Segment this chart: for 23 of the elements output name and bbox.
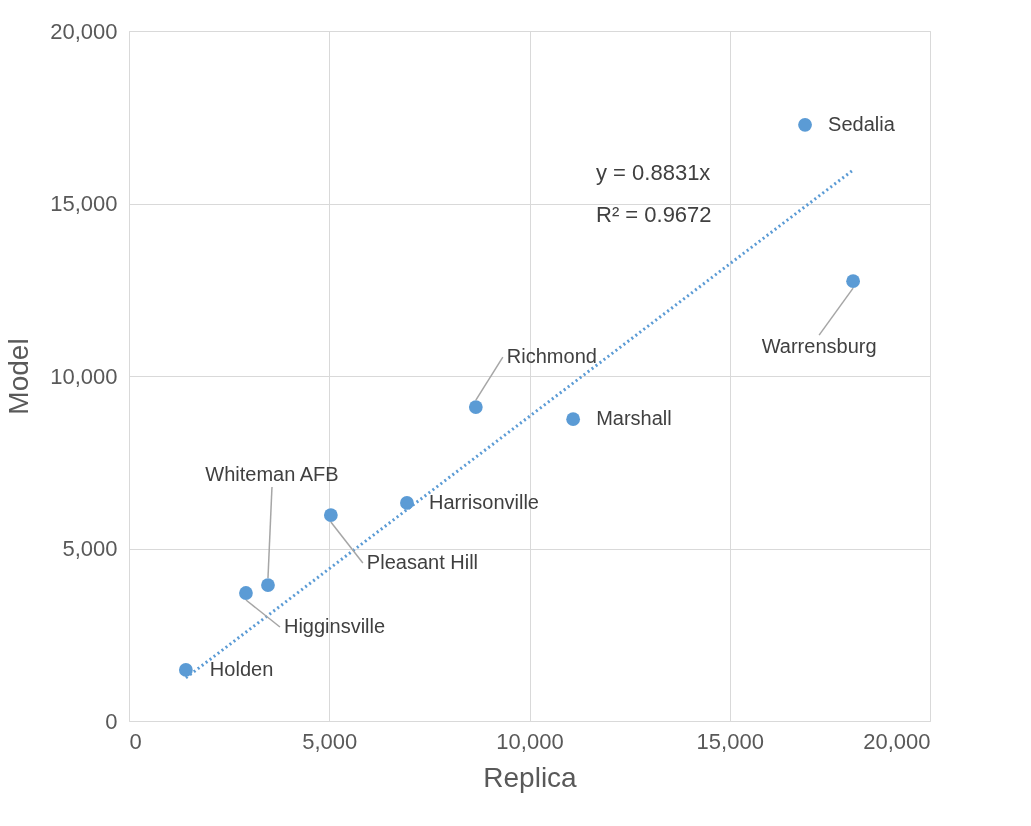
x-tick-label: 5,000: [302, 728, 358, 754]
annotation: Holden: [209, 657, 274, 680]
x-tick-label: 15,000: [696, 728, 764, 754]
y-tick-label: 10,000: [50, 363, 118, 389]
annotation: Harrisonville: [428, 490, 539, 513]
y-tick-label: 20,000: [50, 18, 118, 44]
x-tick-label: 20,000: [863, 728, 931, 754]
annotation: y = 0.8831x: [596, 160, 711, 185]
annotation: Sedalia: [828, 112, 896, 135]
annotation: Marshall: [596, 407, 672, 430]
annotation: Richmond: [506, 345, 597, 368]
y-tick-label: 15,000: [50, 191, 118, 216]
annotation: Warrensburg: [761, 335, 877, 358]
annotation: Whiteman AFB: [205, 463, 339, 486]
x-axis-title: Replica: [483, 761, 578, 793]
x-tick-label: 10,000: [496, 728, 564, 754]
y-axis-title: Model: [3, 338, 35, 415]
x-tick-label: 0: [129, 728, 142, 754]
annotation: Higginsville: [283, 615, 386, 638]
y-tick-label: 5,000: [62, 536, 118, 561]
annotation: Pleasant Hill: [366, 551, 479, 574]
annotation: R² = 0.9672: [596, 202, 712, 227]
y-tick-label: 0: [105, 708, 118, 734]
